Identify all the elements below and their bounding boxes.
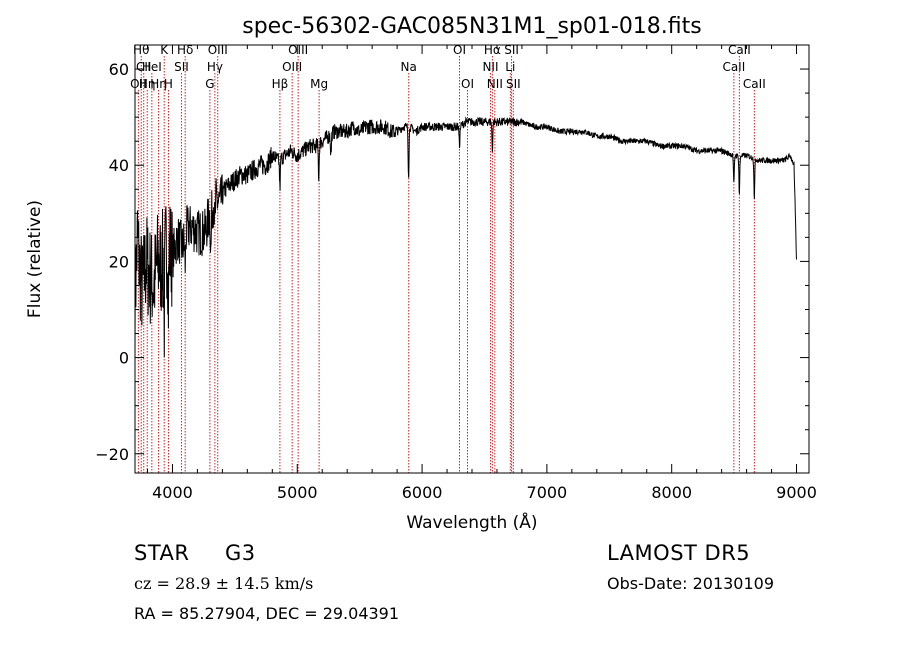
plot-frame: [134, 44, 810, 474]
line-marker-label: Hγ: [207, 60, 223, 74]
x-tick-label: 5000: [277, 483, 318, 502]
line-marker-label: Hδ: [177, 43, 193, 57]
line-marker-label: OI: [453, 43, 466, 57]
line-marker-label: SII: [506, 77, 521, 91]
x-tick-label: 7000: [527, 483, 568, 502]
line-marker-label: CaII: [722, 60, 745, 74]
x-axis-label: Wavelength (Å): [406, 511, 537, 533]
line-marker-label: CII: [136, 60, 151, 74]
x-axis: 4000 5000 6000 7000 8000 9000: [146, 45, 817, 502]
line-marker-label: SII: [174, 60, 189, 74]
y-tick-label: 60: [109, 60, 129, 79]
y-tick-label: 20: [109, 252, 129, 271]
coordinates-readout: RA = 85.27904, DEC = 29.04391: [134, 604, 400, 623]
chart-title: spec-56302-GAC085N31M1_sp01-018.fits: [242, 14, 702, 39]
line-marker-label: H: [164, 77, 173, 91]
object-class: STAR: [134, 541, 190, 565]
line-marker-label: G: [205, 77, 214, 91]
observation-date: Obs-Date: 20130109: [607, 574, 775, 593]
spectrum-line: [134, 116, 797, 358]
line-marker-label: OI: [461, 77, 474, 91]
line-marker-label: Hβ: [272, 77, 289, 91]
x-tick-label: 8000: [651, 483, 692, 502]
line-marker-label: Li: [505, 60, 515, 74]
y-tick-label: 40: [109, 156, 129, 175]
spectrum-plot: spec-56302-GAC085N31M1_sp01-018.fits OII…: [25, 14, 817, 533]
y-axis-label: Flux (relative): [25, 200, 45, 318]
line-marker-group: OIIHθCIIHηHeIHηKHSIIHδGHγOIIIHβOIIIOIIIM…: [130, 43, 766, 473]
line-marker-label: OII: [130, 77, 147, 91]
object-subclass: G3: [225, 541, 256, 565]
line-marker-label: NII: [487, 77, 503, 91]
line-marker-label: CaII: [728, 43, 751, 57]
survey-name: LAMOST DR5: [607, 541, 751, 565]
line-marker-label: Na: [401, 60, 417, 74]
x-tick-label: 6000: [402, 483, 443, 502]
line-marker-label: OIII: [288, 43, 308, 57]
line-marker-label: HeI: [142, 60, 162, 74]
line-marker-label: SII: [504, 43, 519, 57]
line-marker-label: Hθ: [133, 43, 149, 57]
redshift-readout: cz = 28.9 ± 14.5 km/s: [134, 574, 314, 593]
line-marker-label: Mg: [310, 77, 328, 91]
line-marker-label: K: [160, 43, 169, 57]
spectrum-group: [134, 116, 797, 358]
y-tick-label: 0: [119, 349, 129, 368]
y-axis: −20 0 20 40 60: [95, 60, 809, 464]
y-tick-label: −20: [95, 445, 129, 464]
line-marker-label: NII: [482, 60, 498, 74]
line-marker-label: OIII: [282, 60, 302, 74]
x-tick-label: 4000: [152, 483, 193, 502]
x-tick-label: 9000: [776, 483, 817, 502]
line-marker-label: Hη: [150, 77, 167, 91]
line-marker-label: CaII: [743, 77, 766, 91]
